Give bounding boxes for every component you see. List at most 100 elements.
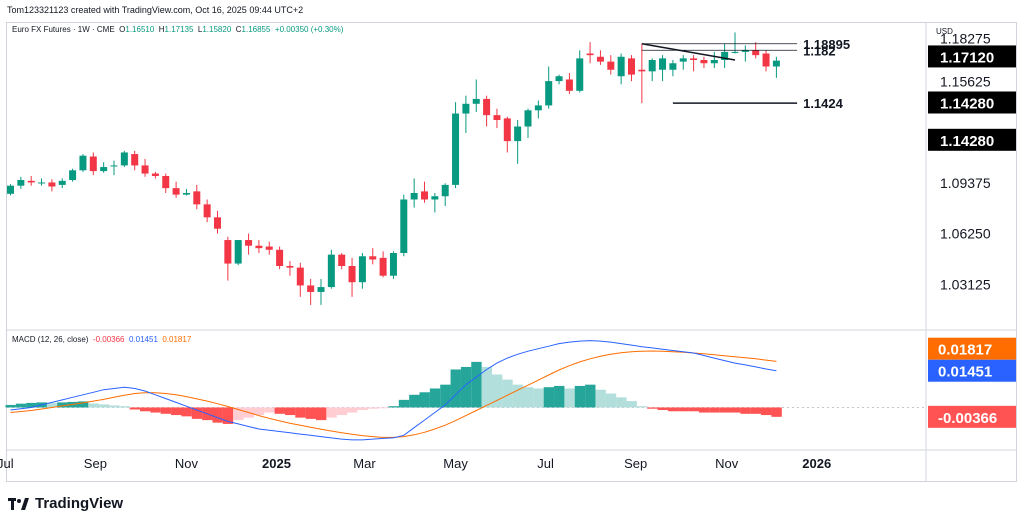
macd-histogram-bar <box>709 407 720 413</box>
candle-body <box>772 60 780 67</box>
macd-histogram-bar <box>636 406 648 408</box>
macd-histogram-bar <box>398 399 410 408</box>
macd-histogram-bar <box>750 407 762 414</box>
macd-histogram-bar <box>647 407 658 409</box>
macd-histogram-bar <box>605 393 617 408</box>
macd-histogram-bar <box>77 401 89 408</box>
candle-body <box>628 58 635 75</box>
low-value: 1.15820 <box>202 25 232 34</box>
macd-histogram-bar <box>284 407 296 416</box>
tradingview-logo[interactable]: TradingView <box>8 495 123 512</box>
macd-histogram-bar <box>667 407 679 412</box>
macd-histogram-bar <box>212 407 223 423</box>
candle-body <box>38 182 46 184</box>
candle-body <box>452 113 460 185</box>
candle-body <box>182 193 190 195</box>
macd-histogram-bar <box>512 384 524 408</box>
candle-body <box>307 285 315 292</box>
macd-histogram-bar <box>326 407 337 418</box>
macd-histogram-bar <box>429 388 441 408</box>
macd-histogram-bar <box>253 407 265 416</box>
macd-histogram-bar <box>533 388 544 408</box>
macd-histogram-bar <box>15 403 27 408</box>
time-axis-label: Sep <box>624 456 647 471</box>
price-tick-label: 1.09375 <box>940 175 991 191</box>
macd-histogram-bar <box>222 407 234 424</box>
macd-line-legend-value: 0.01451 <box>128 335 158 344</box>
candle-body <box>255 245 263 249</box>
macd-histogram-bar <box>523 387 534 408</box>
change-value: +0.00350 (+0.30%) <box>274 25 344 34</box>
candle-body <box>296 267 304 286</box>
candle-body <box>151 173 159 176</box>
macd-histogram-bar <box>357 407 368 410</box>
time-axis-label: May <box>443 456 468 471</box>
macd-indicator-name[interactable]: MACD (12, 26, close) <box>12 335 89 344</box>
macd-histogram-bar <box>150 407 161 413</box>
time-axis-label: Jul <box>537 456 554 471</box>
macd-histogram-bar <box>440 384 451 408</box>
macd-histogram-bar <box>160 407 172 414</box>
macd-signal-line <box>10 350 777 438</box>
symbol-name[interactable]: Euro FX Futures · 1W · CME <box>12 25 115 34</box>
price-tick-label: 1.03125 <box>940 276 991 292</box>
macd-histogram-bar <box>305 407 317 419</box>
price-tag <box>928 128 1016 151</box>
candle-body <box>741 50 749 52</box>
macd-legend: MACD (12, 26, close) -0.00366 0.01451 0.… <box>12 335 191 344</box>
price-tick-label: 1.06250 <box>940 226 991 242</box>
time-axis-label: 2025 <box>262 456 291 471</box>
macd-histogram-bar <box>109 405 120 408</box>
candle-body <box>162 175 170 189</box>
candle-body <box>317 287 325 292</box>
time-axis-label: Jul <box>0 456 14 471</box>
macd-hist-legend-value: -0.00366 <box>92 335 125 344</box>
low-label: L <box>197 25 203 34</box>
macd-hist-tag <box>928 405 1016 428</box>
candle-body <box>245 240 253 246</box>
macd-hist-tag-label: -0.00366 <box>938 410 997 427</box>
high-label: H <box>158 25 165 34</box>
open-label: O <box>119 25 126 34</box>
candle-body <box>679 58 687 62</box>
trendline <box>641 43 736 61</box>
candle-body <box>172 188 180 195</box>
macd-signal-tag <box>928 337 1016 360</box>
candle-body <box>369 256 377 260</box>
macd-histogram-bar <box>554 385 565 408</box>
candle-body <box>514 126 522 142</box>
macd-histogram-bar <box>543 387 555 408</box>
macd-histogram-bar <box>5 404 16 408</box>
macd-histogram-bar <box>585 384 596 408</box>
macd-histogram-bar <box>316 407 327 421</box>
candle-body <box>752 50 760 56</box>
candle-body <box>710 60 718 64</box>
candle-body <box>472 98 480 104</box>
symbol-legend: Euro FX Futures · 1W · CME O1.16510 H1.1… <box>12 25 343 34</box>
candle-body <box>617 56 625 77</box>
macd-histogram-bar <box>367 407 379 409</box>
macd-histogram-bar <box>57 402 68 408</box>
macd-histogram-bar <box>98 404 110 408</box>
macd-histogram-bar <box>171 407 182 416</box>
candle-body <box>224 240 232 264</box>
tradingview-logo-text: TradingView <box>35 495 124 512</box>
macd-histogram-bar <box>688 407 699 412</box>
candle-body <box>400 199 408 254</box>
time-axis-label: Sep <box>84 456 107 471</box>
candle-body <box>483 98 491 116</box>
macd-histogram-bar <box>761 407 772 416</box>
candle-body <box>431 196 439 200</box>
horizontal-level-label: 1.1424 <box>803 96 844 111</box>
candle-body <box>700 60 708 64</box>
macd-histogram-bar <box>595 389 606 408</box>
candle-body <box>265 246 273 250</box>
candle-body <box>659 58 667 70</box>
macd-line-tag-label: 0.01451 <box>938 364 992 381</box>
macd-histogram-bar <box>698 407 710 413</box>
macd-histogram-bar <box>502 379 513 408</box>
macd-histogram-bar <box>574 385 586 408</box>
macd-histogram-bar <box>233 407 244 421</box>
macd-histogram-bar <box>129 407 141 410</box>
